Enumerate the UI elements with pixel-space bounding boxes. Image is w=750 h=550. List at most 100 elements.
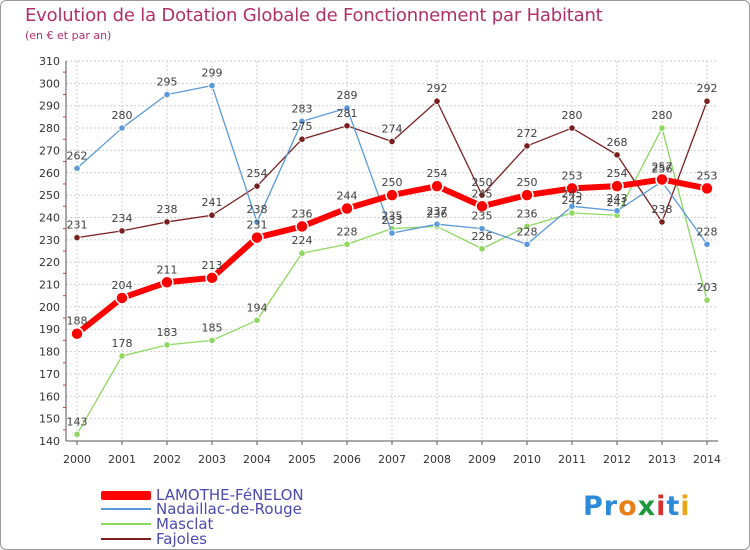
data-label-masclat: 235 xyxy=(382,210,403,223)
data-point-fajoles xyxy=(703,97,711,105)
data-label-nadaillac-de-rouge: 289 xyxy=(337,89,358,102)
data-label-fajoles: 275 xyxy=(292,120,313,133)
legend-swatch-lamothe xyxy=(101,491,151,500)
data-label-fajoles: 241 xyxy=(202,196,223,209)
y-tick-label: 200 xyxy=(39,301,60,314)
data-point-lamothe-fenelon xyxy=(205,271,219,285)
data-label-masclat: 228 xyxy=(337,225,358,238)
legend-label-masclat: Masclat xyxy=(156,515,214,533)
data-point-fajoles xyxy=(253,182,261,190)
data-label-nadaillac-de-rouge: 238 xyxy=(247,203,268,216)
data-label-masclat: 183 xyxy=(157,326,178,339)
data-point-lamothe-fenelon xyxy=(655,172,669,187)
data-point-masclat xyxy=(478,245,486,253)
y-tick-label: 290 xyxy=(39,100,60,113)
data-label-nadaillac-de-rouge: 235 xyxy=(472,210,493,223)
data-label-nadaillac-de-rouge: 237 xyxy=(427,205,448,218)
logo-letter: i xyxy=(656,491,667,522)
data-label-nadaillac-de-rouge: 228 xyxy=(697,225,718,238)
data-label-lamothe-fenelon: 254 xyxy=(427,167,448,180)
data-label-lamothe-fenelon: 236 xyxy=(292,207,313,220)
data-label-fajoles: 238 xyxy=(652,203,673,216)
data-label-fajoles: 280 xyxy=(562,109,583,122)
x-tick-label: 2009 xyxy=(468,453,496,466)
data-point-lamothe-fenelon xyxy=(295,219,309,234)
data-point-fajoles xyxy=(298,135,306,143)
data-label-masclat: 236 xyxy=(517,207,538,220)
data-label-nadaillac-de-rouge: 228 xyxy=(517,225,538,238)
logo-letter: o xyxy=(618,491,638,522)
data-label-masclat: 143 xyxy=(67,415,88,428)
data-point-nadaillac-de-rouge xyxy=(478,225,486,233)
logo-letter: t xyxy=(666,491,681,522)
chart-subtitle: (en € et par an) xyxy=(25,29,112,42)
data-label-lamothe-fenelon: 213 xyxy=(202,259,223,272)
x-tick-label: 2008 xyxy=(423,453,451,466)
data-label-fajoles: 250 xyxy=(472,176,493,189)
y-tick-label: 170 xyxy=(39,368,60,381)
data-label-masclat: 203 xyxy=(697,281,718,294)
data-label-fajoles: 254 xyxy=(247,167,268,180)
data-point-lamothe-fenelon xyxy=(475,199,489,214)
data-label-lamothe-fenelon: 253 xyxy=(562,169,583,182)
legend-label-fajoles: Fajoles xyxy=(156,530,207,548)
proxiti-logo: Proxiti xyxy=(583,491,691,522)
data-point-nadaillac-de-rouge xyxy=(298,117,306,125)
data-label-masclat: 185 xyxy=(202,321,223,334)
data-label-nadaillac-de-rouge: 299 xyxy=(202,67,223,80)
data-label-fajoles: 268 xyxy=(607,136,628,149)
data-label-nadaillac-de-rouge: 295 xyxy=(157,76,178,89)
data-label-masclat: 224 xyxy=(292,234,313,247)
data-point-lamothe-fenelon xyxy=(115,291,129,305)
data-label-masclat: 178 xyxy=(112,337,133,350)
x-tick-label: 2004 xyxy=(243,453,271,466)
data-point-nadaillac-de-rouge xyxy=(433,220,441,228)
data-point-lamothe-fenelon xyxy=(565,181,579,196)
x-tick-label: 2001 xyxy=(108,453,136,466)
data-label-lamothe-fenelon: 245 xyxy=(472,187,493,200)
data-label-fajoles: 238 xyxy=(157,203,178,216)
data-point-lamothe-fenelon xyxy=(250,230,264,245)
data-point-nadaillac-de-rouge xyxy=(703,240,711,248)
data-point-masclat xyxy=(523,222,531,231)
data-label-fajoles: 281 xyxy=(337,107,358,120)
data-point-fajoles xyxy=(613,151,621,159)
data-label-nadaillac-de-rouge: 256 xyxy=(652,163,673,176)
data-point-fajoles xyxy=(523,142,531,150)
data-point-masclat xyxy=(163,341,171,349)
data-point-lamothe-fenelon xyxy=(70,326,84,341)
y-tick-label: 180 xyxy=(39,346,60,359)
x-tick-label: 2011 xyxy=(558,453,586,466)
x-tick-label: 2006 xyxy=(333,453,361,466)
data-label-lamothe-fenelon: 231 xyxy=(247,219,268,232)
data-label-masclat: 236 xyxy=(427,207,448,220)
data-point-fajoles xyxy=(388,137,396,146)
x-tick-label: 2010 xyxy=(513,453,541,466)
data-label-lamothe-fenelon: 250 xyxy=(382,176,403,189)
chart-title: Evolution de la Dotation Globale de Fonc… xyxy=(25,5,603,26)
data-point-fajoles xyxy=(73,233,81,242)
legend-label-lamothe: LAMOTHE-FéNELON xyxy=(156,486,304,504)
data-point-masclat xyxy=(343,240,351,248)
data-label-lamothe-fenelon: 204 xyxy=(112,279,133,292)
data-point-fajoles xyxy=(208,211,216,219)
y-tick-label: 300 xyxy=(39,77,60,90)
x-tick-label: 2000 xyxy=(63,453,91,466)
data-point-nadaillac-de-rouge xyxy=(523,240,531,248)
y-tick-label: 210 xyxy=(39,279,60,292)
data-label-fajoles: 292 xyxy=(427,82,448,95)
data-point-lamothe-fenelon xyxy=(340,201,354,216)
y-tick-label: 220 xyxy=(39,256,60,269)
y-tick-label: 150 xyxy=(39,413,60,426)
y-tick-label: 260 xyxy=(39,167,60,180)
data-label-fajoles: 292 xyxy=(697,82,718,95)
data-point-nadaillac-de-rouge xyxy=(163,90,171,99)
y-tick-label: 310 xyxy=(39,55,60,68)
data-point-nadaillac-de-rouge xyxy=(388,229,396,237)
x-tick-label: 2005 xyxy=(288,453,316,466)
data-label-masclat: 226 xyxy=(472,230,493,243)
data-point-masclat xyxy=(208,336,216,345)
logo-letter: i xyxy=(680,491,691,522)
data-label-masclat: 241 xyxy=(607,196,628,209)
